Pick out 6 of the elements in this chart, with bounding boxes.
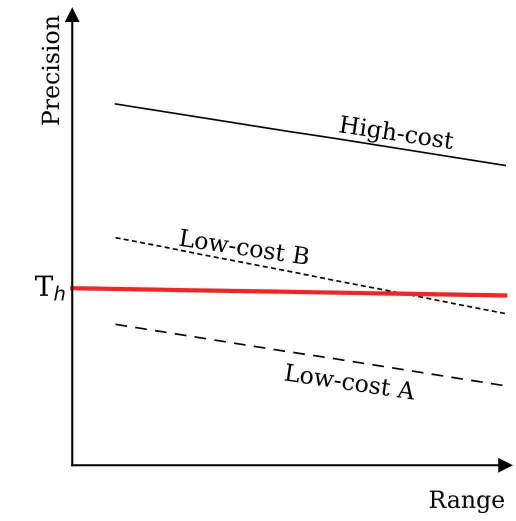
x-axis-title: Range <box>430 490 504 514</box>
series-label: T$_{h}$ <box>35 276 65 300</box>
text: Low-cost B <box>179 228 310 266</box>
text: Low-cost A <box>284 363 416 400</box>
text: High-cost <box>338 114 455 154</box>
y-axis-title: Precision <box>42 16 60 125</box>
